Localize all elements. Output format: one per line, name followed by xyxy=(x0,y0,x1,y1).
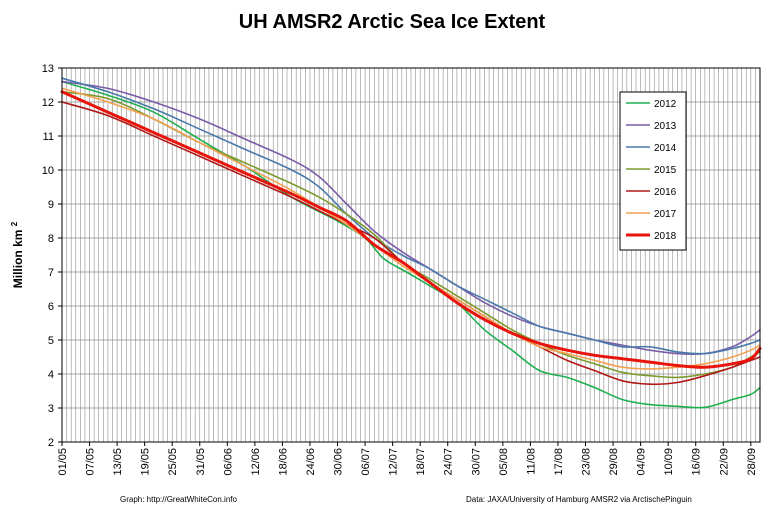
legend: 2012 2013 2014 2015 2016 2017 2018 xyxy=(619,91,687,251)
x-tick-label: 10/09 xyxy=(663,448,675,476)
legend-label-2013: 2013 xyxy=(654,121,677,132)
y-tick-label: 5 xyxy=(48,335,54,347)
x-tick-label: 18/07 xyxy=(415,448,427,476)
x-tick-label: 07/05 xyxy=(85,448,97,476)
y-tick-label: 2 xyxy=(48,437,54,449)
x-tick-label: 19/05 xyxy=(140,448,152,476)
x-tick-label: 18/06 xyxy=(277,448,289,476)
series-line-2018 xyxy=(60,90,762,369)
y-tick-label: 11 xyxy=(43,131,54,143)
y-tick-label: 8 xyxy=(48,233,54,245)
y-tick-label: 12 xyxy=(42,97,54,109)
y-tick-label: 9 xyxy=(48,199,54,211)
y-tick-label: 7 xyxy=(48,267,54,279)
x-tick-label: 01/05 xyxy=(57,448,69,476)
x-tick-label: 30/06 xyxy=(333,448,345,476)
x-tick-label: 06/07 xyxy=(360,448,372,476)
x-tick-label: 23/08 xyxy=(581,448,593,476)
legend-label-2014: 2014 xyxy=(654,143,677,154)
x-tick-label: 22/09 xyxy=(718,448,730,476)
x-tick-label: 25/05 xyxy=(167,448,179,476)
x-axis-ticks: 01/05 07/05 13/05 19/05 25/05 31/05 06/06 12/06… xyxy=(57,442,758,476)
footer-source-graph: Graph: http://GreatWhiteCon.info xyxy=(120,495,237,504)
x-tick-label: 29/08 xyxy=(608,448,620,476)
series-line-2015 xyxy=(61,91,761,379)
x-tick-label: 13/05 xyxy=(112,448,124,476)
x-tick-label: 30/07 xyxy=(470,448,482,476)
legend-label-2012: 2012 xyxy=(654,99,677,110)
x-tick-label: 12/06 xyxy=(250,448,262,476)
x-tick-label: 06/06 xyxy=(222,448,234,476)
footer-source-data: Data: JAXA/University of Hamburg AMSR2 v… xyxy=(466,495,692,504)
x-tick-label: 16/09 xyxy=(691,448,703,476)
legend-label-2018: 2018 xyxy=(654,231,677,242)
x-tick-label: 28/09 xyxy=(746,448,758,476)
series-line-2014 xyxy=(61,77,761,355)
y-tick-label: 10 xyxy=(42,165,54,177)
x-tick-label: 17/08 xyxy=(553,448,565,476)
legend-label-2017: 2017 xyxy=(654,209,677,220)
y-tick-label: 4 xyxy=(48,369,54,381)
plot-border xyxy=(61,67,761,443)
y-tick-label: 13 xyxy=(42,63,54,75)
x-tick-label: 05/08 xyxy=(498,448,510,476)
series-group xyxy=(60,77,762,409)
series-line-2013 xyxy=(61,80,761,356)
x-tick-label: 31/05 xyxy=(195,448,207,476)
x-tick-label: 11/08 xyxy=(525,448,537,475)
legend-label-2016: 2016 xyxy=(654,187,677,198)
legend-box xyxy=(619,91,687,251)
y-axis-label: Million km 2 xyxy=(10,221,25,288)
x-tick-label: 24/06 xyxy=(305,448,317,476)
x-tick-label: 12/07 xyxy=(388,448,400,476)
y-axis-ticks: 2 3 4 5 6 7 8 9 10 11 12 13 xyxy=(42,63,62,449)
x-tick-label: 04/09 xyxy=(636,448,648,476)
x-tick-label: 24/07 xyxy=(443,448,455,476)
chart-title: UH AMSR2 Arctic Sea Ice Extent xyxy=(239,11,546,33)
y-tick-label: 3 xyxy=(48,403,54,415)
y-tick-label: 6 xyxy=(48,301,54,313)
legend-label-2015: 2015 xyxy=(654,165,677,176)
